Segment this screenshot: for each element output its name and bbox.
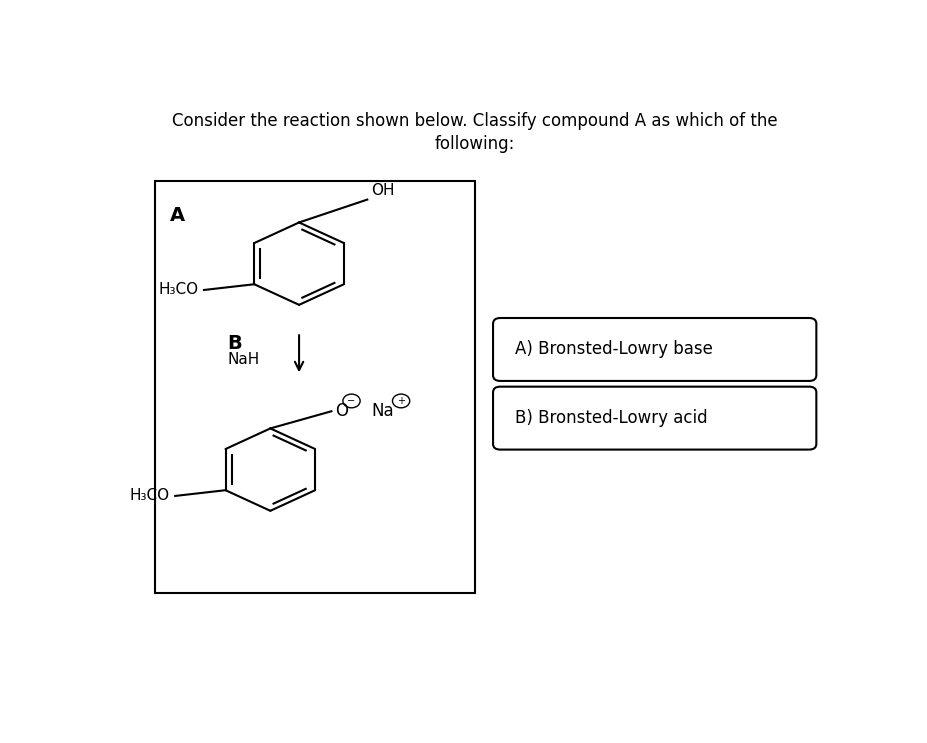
Text: B) Bronsted-Lowry acid: B) Bronsted-Lowry acid — [514, 409, 707, 427]
Text: OH: OH — [371, 183, 394, 198]
Text: H₃CO: H₃CO — [159, 282, 198, 297]
Text: +: + — [397, 396, 405, 406]
Text: O: O — [335, 402, 348, 421]
Text: H₃CO: H₃CO — [130, 488, 170, 504]
Text: Na: Na — [371, 402, 394, 421]
Text: Consider the reaction shown below. Classify compound A as which of the: Consider the reaction shown below. Class… — [172, 111, 778, 129]
Bar — [156, 181, 475, 593]
Text: B: B — [227, 334, 242, 353]
FancyBboxPatch shape — [493, 386, 817, 450]
Text: −: − — [348, 396, 356, 406]
Text: NaH: NaH — [227, 351, 260, 367]
Text: A: A — [170, 206, 184, 224]
FancyBboxPatch shape — [493, 318, 817, 381]
Text: A) Bronsted-Lowry base: A) Bronsted-Lowry base — [514, 340, 713, 358]
Text: following:: following: — [435, 134, 515, 152]
